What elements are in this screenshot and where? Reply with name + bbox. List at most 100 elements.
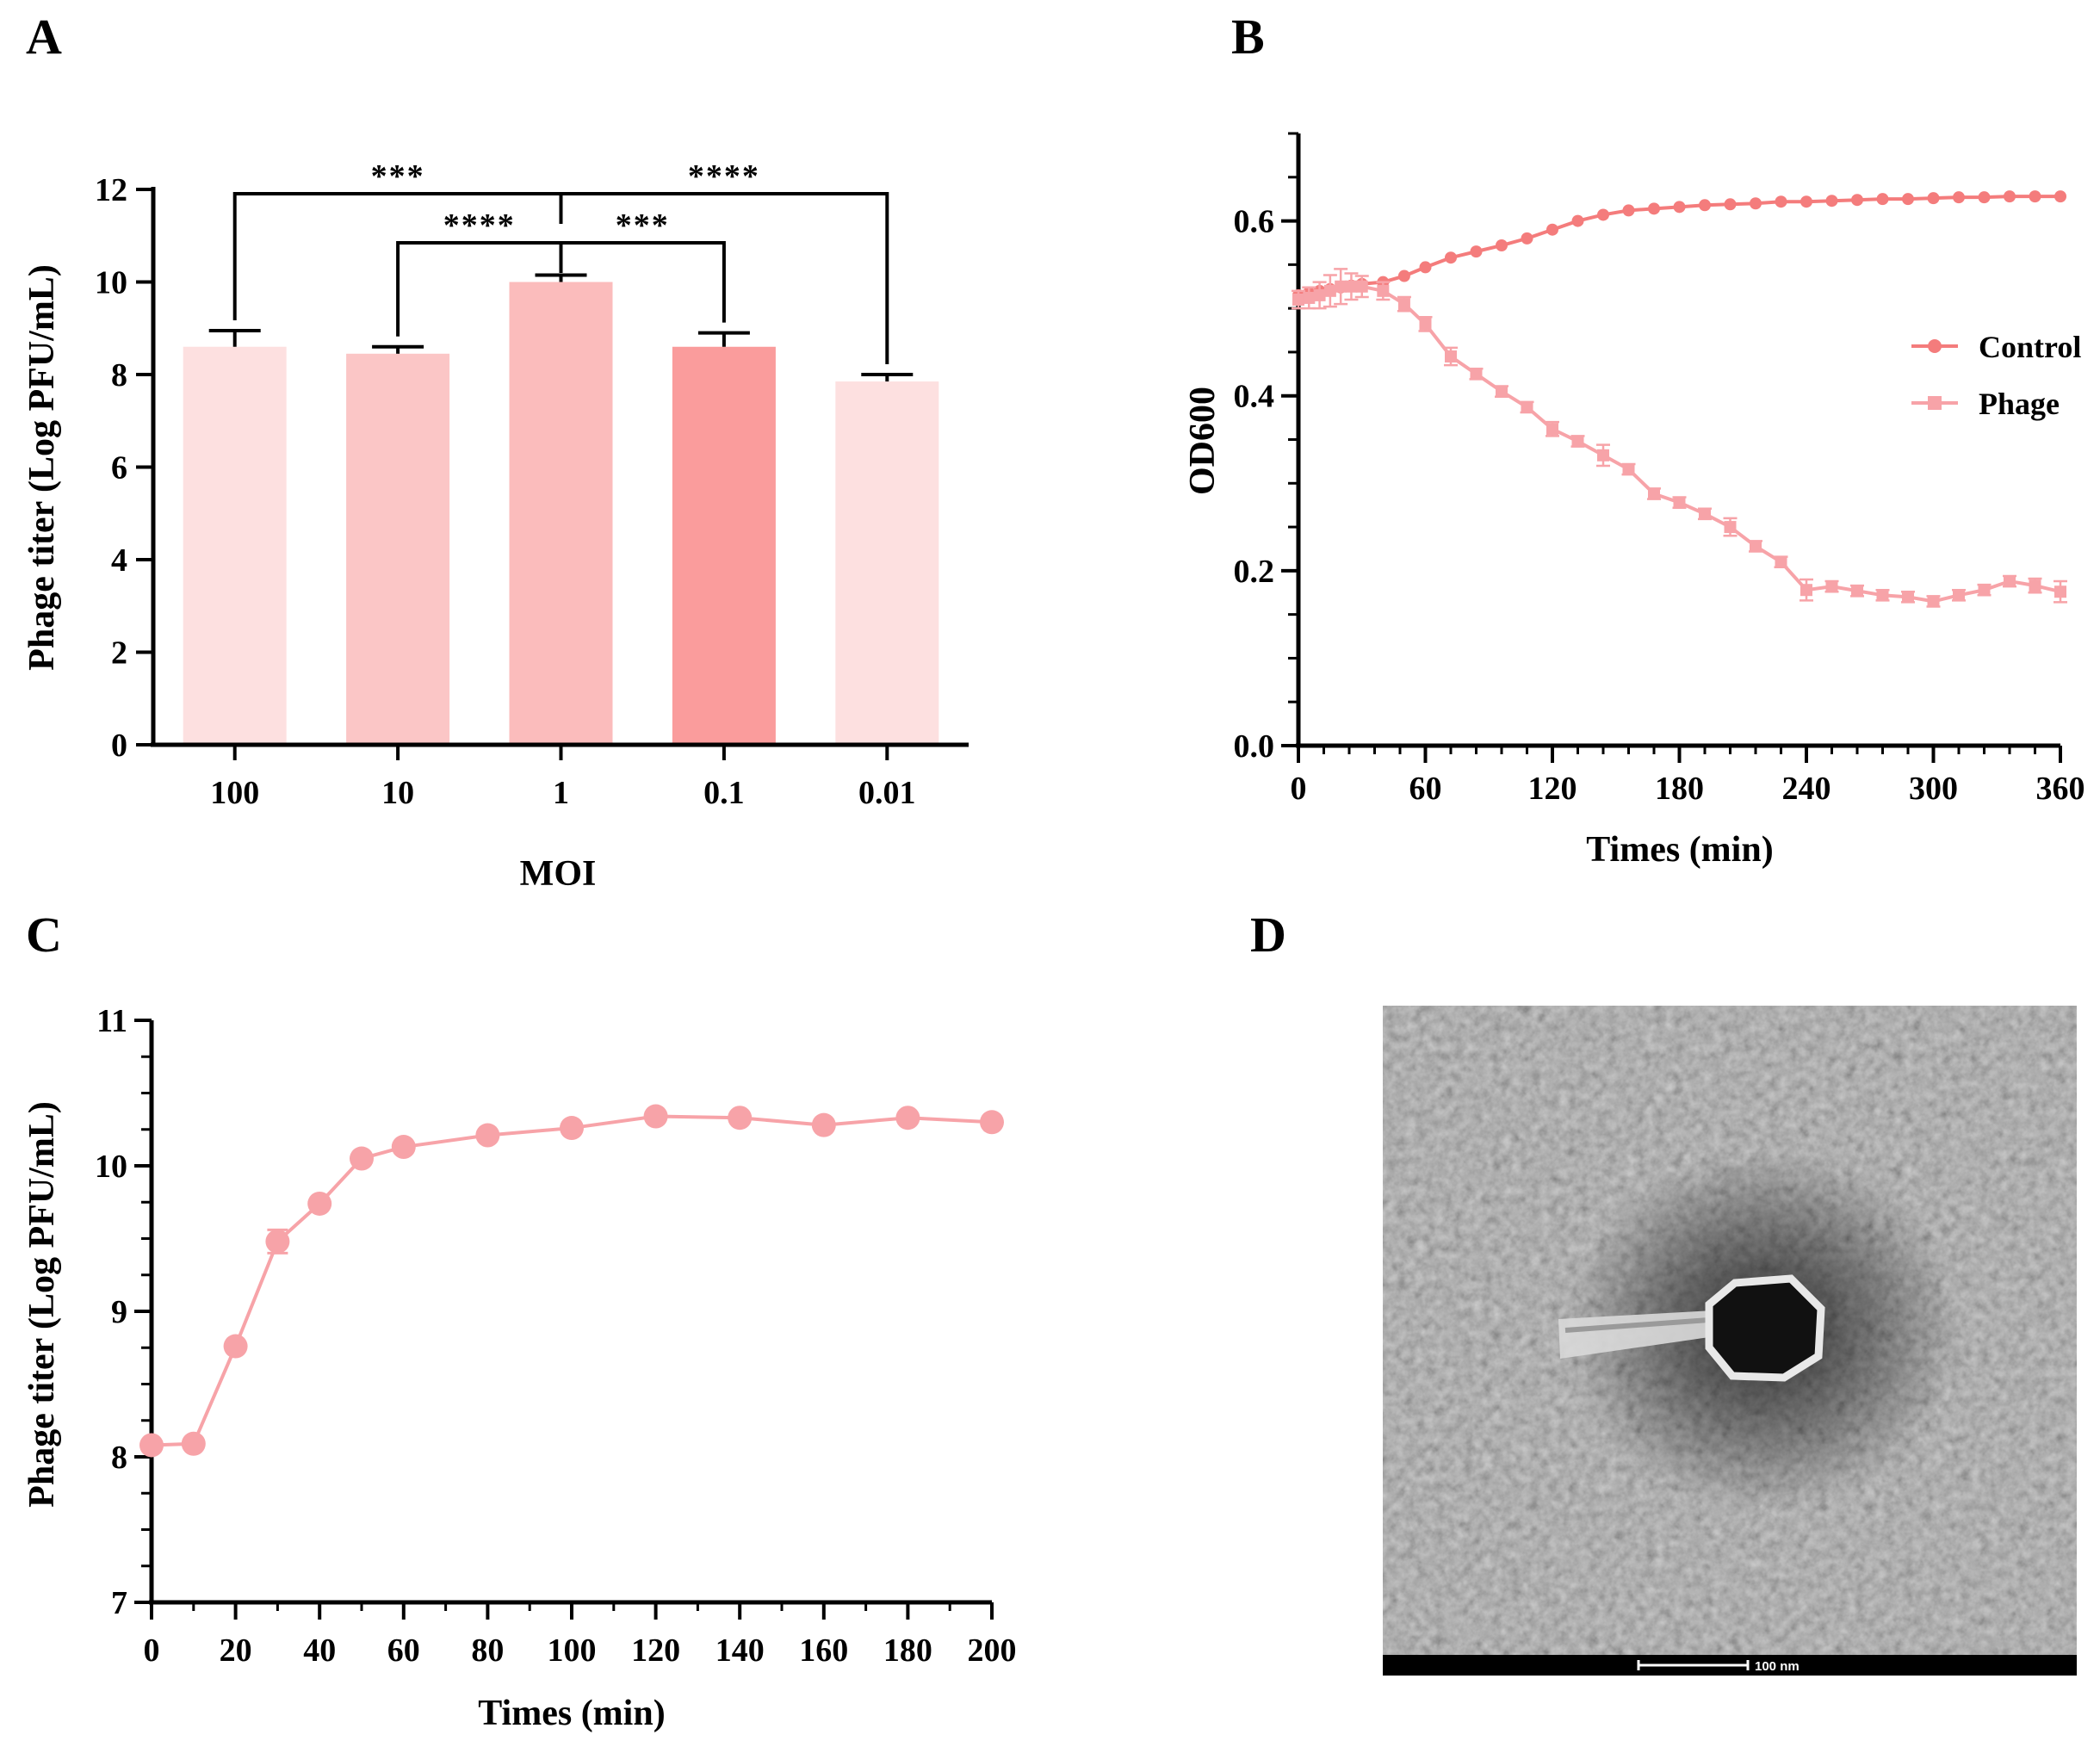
series-line-phage bbox=[1298, 284, 2061, 604]
data-point-phage bbox=[1571, 435, 1584, 448]
data-point bbox=[265, 1229, 290, 1254]
legend-marker-phage bbox=[1928, 396, 1942, 410]
data-point-phage bbox=[1597, 449, 1609, 462]
data-point-phage bbox=[1978, 584, 1991, 597]
data-point-control bbox=[1978, 191, 1991, 204]
data-point-control bbox=[1397, 269, 1410, 282]
chart-a-x-axis-title: MOI bbox=[520, 854, 597, 894]
data-point-control bbox=[1876, 193, 1889, 206]
chart-b-x-tick-label: 240 bbox=[1782, 771, 1831, 807]
chart-b-x-tick-label: 120 bbox=[1528, 771, 1577, 807]
chart-c-y-axis-title: Phage titer (Log PFU/mL) bbox=[22, 1101, 62, 1508]
data-point bbox=[475, 1123, 500, 1148]
chart-b-y-tick-label: 0.2 bbox=[1234, 554, 1275, 590]
data-point-phage bbox=[1345, 280, 1358, 293]
data-point-phage bbox=[1377, 284, 1390, 297]
legend-marker-control bbox=[1928, 339, 1942, 353]
panel-label-d: D bbox=[1250, 907, 1286, 963]
bar-1 bbox=[509, 282, 613, 745]
tem-micrograph: 100 nm bbox=[1383, 1006, 2077, 1676]
bar-100 bbox=[183, 346, 287, 745]
data-point-phage bbox=[1323, 284, 1336, 297]
chart-c-x-tick-label: 160 bbox=[799, 1632, 848, 1669]
chart-c-x-tick-label: 80 bbox=[471, 1632, 504, 1669]
significance-label: **** bbox=[443, 208, 516, 244]
panel-label-c: C bbox=[26, 907, 62, 963]
data-point-control bbox=[2054, 190, 2066, 203]
chart-b-line: 0.0 0.2 0.4 0.6 0 60 120 180 240 300 360 Control Ph… bbox=[1183, 132, 2085, 870]
chart-c-x-tick-label: 40 bbox=[303, 1632, 336, 1669]
data-point bbox=[391, 1135, 416, 1160]
chart-c-x-tick-label: 200 bbox=[968, 1632, 1017, 1669]
data-point-phage bbox=[2004, 575, 2016, 588]
chart-a-y-axis-title: Phage titer (Log PFU/mL) bbox=[22, 264, 62, 671]
data-point-phage bbox=[1825, 580, 1838, 593]
data-point-phage bbox=[1397, 298, 1410, 311]
data-point-phage bbox=[2029, 579, 2041, 592]
chart-c-x-axis-title: Times (min) bbox=[478, 1694, 665, 1733]
data-point-control bbox=[1750, 197, 1762, 210]
data-point-phage bbox=[1445, 350, 1457, 363]
data-point-phage bbox=[1750, 540, 1762, 553]
data-point-control bbox=[1825, 195, 1838, 208]
chart-c-x-tick-label: 120 bbox=[631, 1632, 680, 1669]
chart-c-y-tick-label: 7 bbox=[111, 1585, 127, 1621]
data-point-control bbox=[2029, 190, 2041, 203]
data-point-phage bbox=[1313, 288, 1326, 301]
chart-b-x-tick-label: 0 bbox=[1291, 771, 1307, 807]
data-point-phage bbox=[1470, 368, 1483, 381]
data-point-phage bbox=[1648, 487, 1660, 500]
data-point-control bbox=[1470, 245, 1483, 258]
data-point-control bbox=[1445, 251, 1457, 264]
data-point-control bbox=[1521, 232, 1533, 245]
chart-b-x-tick-label: 360 bbox=[2036, 771, 2085, 807]
chart-b-y-tick-label: 0.6 bbox=[1234, 204, 1275, 240]
data-point-phage bbox=[1546, 423, 1558, 436]
data-point-control bbox=[1800, 195, 1812, 208]
data-point-phage bbox=[1355, 280, 1368, 293]
data-point-phage bbox=[1699, 507, 1711, 520]
chart-b-x-axis-title: Times (min) bbox=[1586, 830, 1773, 870]
chart-c-x-tick-label: 140 bbox=[715, 1632, 765, 1669]
chart-c-line: 7 8 9 10 11 0 20 40 60 80 100 120 140 160 180 200 Times… bbox=[22, 1003, 1017, 1733]
chart-b-y-axis-title: OD600 bbox=[1183, 387, 1223, 495]
data-point-control bbox=[1775, 195, 1787, 208]
chart-a-y-tick-label: 2 bbox=[111, 635, 127, 672]
chart-b-x-tick-label: 60 bbox=[1409, 771, 1442, 807]
chart-c-x-tick-label: 60 bbox=[387, 1632, 420, 1669]
chart-b-y-tick-label: 0.0 bbox=[1234, 728, 1275, 765]
data-point bbox=[181, 1431, 206, 1456]
data-point-phage bbox=[1335, 280, 1347, 293]
data-point-control bbox=[1622, 204, 1635, 217]
chart-c-x-tick-label: 100 bbox=[548, 1632, 597, 1669]
scale-bar-label: 100 nm bbox=[1755, 1659, 1800, 1674]
data-point-phage bbox=[1724, 521, 1737, 534]
chart-c-x-tick-label: 0 bbox=[144, 1632, 160, 1669]
chart-a-y-tick-label: 0 bbox=[111, 728, 127, 764]
data-point-control bbox=[1927, 192, 1940, 205]
chart-b-x-tick-label: 180 bbox=[1655, 771, 1704, 807]
chart-a-x-tick-label: 100 bbox=[210, 775, 259, 811]
chart-a-y-tick-label: 12 bbox=[95, 172, 127, 208]
chart-a-x-tick-label: 0.01 bbox=[858, 775, 916, 811]
data-point bbox=[350, 1146, 374, 1171]
data-point-control bbox=[1496, 239, 1508, 252]
panel-label-a: A bbox=[26, 9, 62, 65]
data-point bbox=[895, 1106, 920, 1131]
bar-0.1 bbox=[672, 346, 776, 745]
data-point-control bbox=[1699, 199, 1711, 212]
chart-a-x-tick-label: 10 bbox=[381, 775, 414, 811]
chart-c-y-tick-label: 11 bbox=[96, 1003, 127, 1039]
data-point bbox=[139, 1433, 164, 1458]
data-point-control bbox=[1419, 261, 1432, 274]
chart-c-y-tick-label: 9 bbox=[111, 1294, 127, 1330]
data-point-phage bbox=[1775, 555, 1787, 568]
data-point-control bbox=[2004, 190, 2016, 203]
data-point-phage bbox=[1673, 496, 1686, 509]
data-point-control bbox=[1673, 201, 1686, 214]
legend-label-control: Control bbox=[1979, 330, 2081, 364]
data-point-control bbox=[1953, 191, 1965, 204]
data-point bbox=[643, 1104, 668, 1129]
data-point bbox=[223, 1334, 248, 1359]
